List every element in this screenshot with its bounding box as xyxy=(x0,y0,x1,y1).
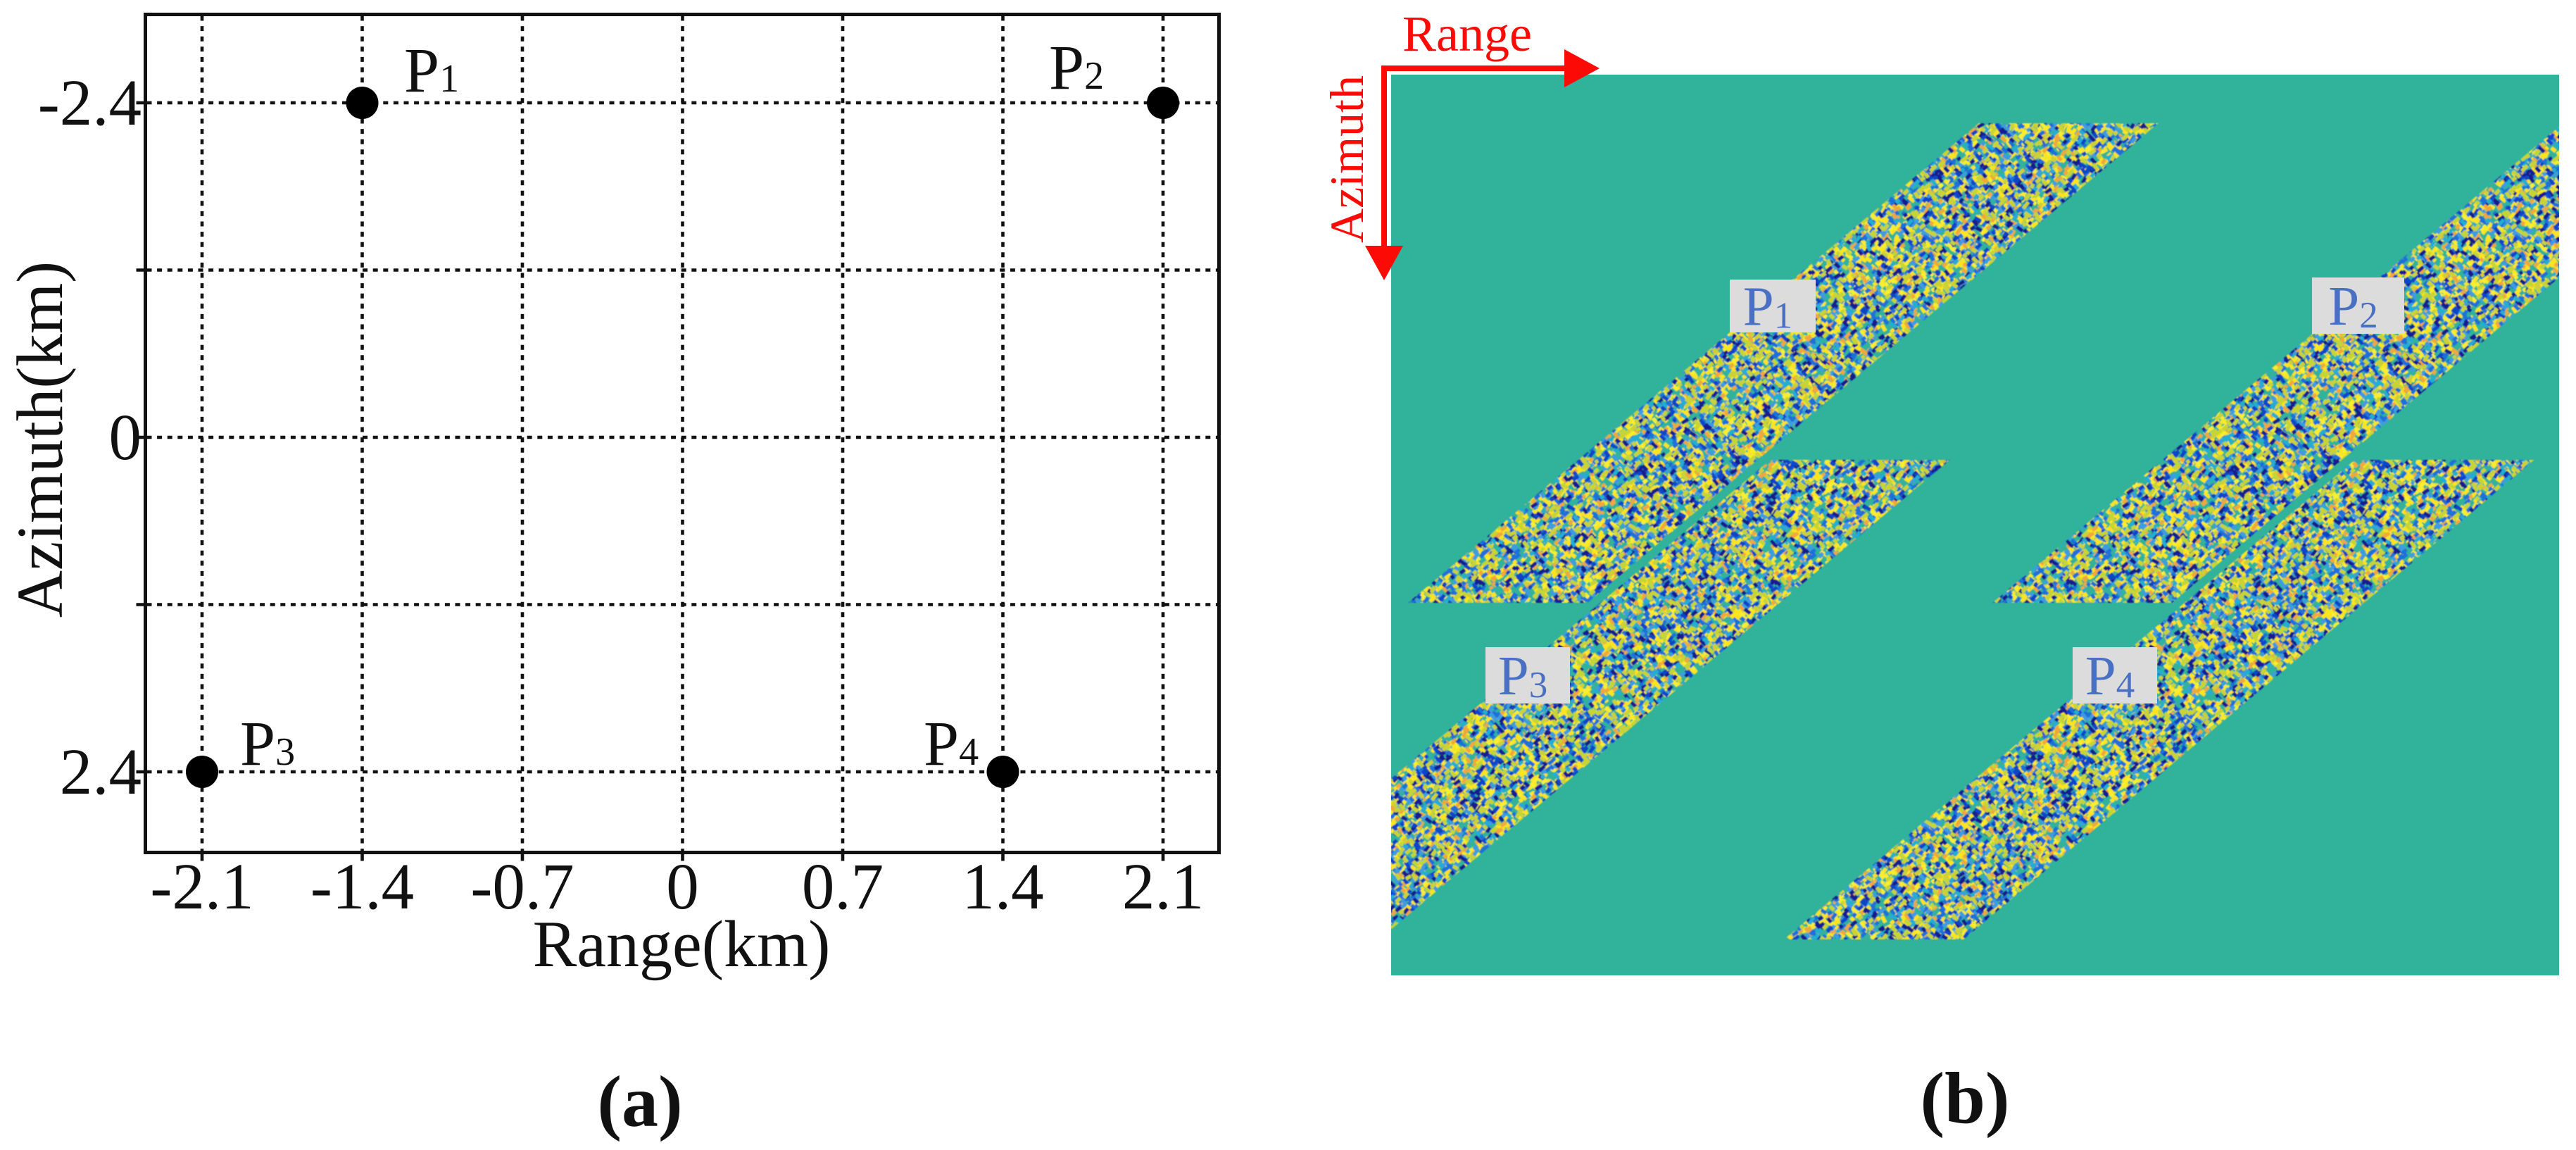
svg-text:(b): (b) xyxy=(1920,1058,2009,1139)
svg-text:Range(km): Range(km) xyxy=(533,908,831,981)
svg-text:2.1: 2.1 xyxy=(1122,851,1204,923)
svg-text:P3: P3 xyxy=(240,709,295,779)
svg-text:Azimuth: Azimuth xyxy=(1320,75,1374,243)
svg-text:0.7: 0.7 xyxy=(802,851,884,923)
svg-text:0: 0 xyxy=(666,851,699,923)
svg-text:1.4: 1.4 xyxy=(962,851,1043,923)
svg-text:(a): (a) xyxy=(597,1061,682,1142)
svg-text:-0.7: -0.7 xyxy=(470,851,574,923)
svg-text:-1.4: -1.4 xyxy=(310,851,414,923)
svg-text:P4: P4 xyxy=(2085,646,2135,707)
svg-text:-2.1: -2.1 xyxy=(150,851,253,923)
svg-text:Azimuth(km): Azimuth(km) xyxy=(4,261,77,618)
svg-text:2.4: 2.4 xyxy=(60,736,142,808)
svg-text:-2.4: -2.4 xyxy=(38,67,142,139)
svg-text:Range: Range xyxy=(1402,6,1532,62)
svg-text:0: 0 xyxy=(109,401,142,474)
